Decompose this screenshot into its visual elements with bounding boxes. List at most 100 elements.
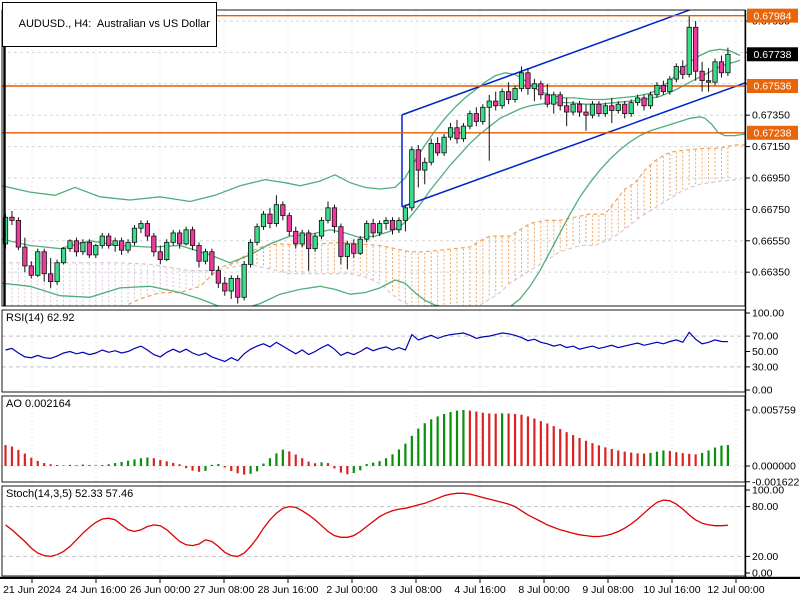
bull-candle [312,235,318,250]
bull-candle [364,223,370,240]
bear-candle [177,232,183,245]
bull-candle [589,103,596,116]
bull-candle [383,219,389,224]
bear-candle [525,72,531,89]
bear-candle [338,226,344,257]
bull-candle [131,227,138,243]
price-tick-label: 0.00 [752,568,773,580]
price-tick-label: 0.000000 [752,461,796,473]
bear-candle [576,103,583,113]
bull-candle [60,248,67,264]
stoch-line [5,492,728,558]
price-tick-label: -0.001622 [752,476,799,488]
bear-candle [693,26,699,72]
bull-candle [647,94,654,107]
current-price-badge [747,47,798,62]
bear-candle [389,219,396,231]
bear-candle [235,278,241,298]
price-badge-label: 0.67536 [754,81,792,93]
time-axis-label: 21 Jun 2024 [3,584,61,596]
bear-candle [306,232,312,250]
level-price-badge [747,8,798,23]
time-axis-label: 3 Jul 08:00 [390,584,442,596]
price-scale[interactable]: 0.679500.677500.675500.673500.671500.669… [745,8,799,580]
channel-upper-line[interactable] [401,10,691,116]
bull-candle [299,232,305,245]
price-tick-label: 100.00 [752,308,784,320]
bull-candle [112,240,118,246]
stoch-indicator-label: Stoch(14,3,5) 52.33 57.46 [6,488,134,500]
bear-candle [557,94,563,107]
bull-candle [273,204,280,224]
time-axis-label: 28 Jun 16:00 [258,584,319,596]
bull-candle [183,229,189,245]
bear-candle [106,235,112,246]
bear-candle [144,223,150,237]
bear-candle [473,113,479,122]
time-axis[interactable]: 21 Jun 2024 24 Jun 16:00 26 Jun 00:00 27 Ju… [3,579,765,596]
time-axis-label: 27 Jun 08:00 [194,584,255,596]
panel-borders [0,9,800,579]
bull-candle [499,91,505,107]
bear-candle [705,80,712,83]
bear-candle [22,246,28,267]
bull-candle [325,207,331,221]
price-tick-label: 0.67150 [752,141,790,153]
bull-candle [447,127,454,138]
bull-candle [318,219,325,237]
bear-candle [73,240,80,253]
bear-candle [293,230,299,245]
bollinger-lower-band [2,116,745,306]
bull-candle [54,262,60,282]
trend-channel[interactable] [401,10,745,208]
price-tick-label: 80.00 [752,501,778,513]
bull-candle [518,72,525,89]
candles [2,16,731,304]
price-tick-label: 0.00 [752,385,773,397]
bull-candle [531,83,538,89]
bollinger-middle-band [2,59,741,264]
bear-candle [286,215,292,232]
bear-candle [718,61,725,74]
price-tick-label: 20.00 [752,551,778,563]
bear-candle [189,229,196,246]
price-tick-label: 30.00 [752,361,778,373]
bull-candle [402,207,409,221]
bear-candle [505,91,512,100]
bear-candle [15,219,22,248]
bull-candle [35,251,41,276]
time-axis-label: 4 Jul 16:00 [454,584,506,596]
time-axis-label: 12 Jul 00:00 [707,584,764,596]
time-axis-label: 26 Jun 00:00 [130,584,191,596]
bull-candle [635,97,641,104]
bear-candle [370,223,376,234]
bear-candle [622,103,628,115]
bear-candle [680,66,686,75]
bear-candle [267,213,273,224]
ao-indicator-label: AO 0.002164 [6,398,71,410]
bull-candle [67,240,73,250]
bear-candle [151,235,157,253]
chart-title: AUDUSD., H4: Australian vs US Dollar [18,18,210,30]
bull-candle [667,78,673,93]
price-tick-label: 50.00 [752,346,778,358]
channel-lower-line[interactable] [401,82,745,208]
bull-candle [480,106,486,122]
bear-candle [215,270,221,284]
ichimoku-cloud [2,144,745,306]
level-price-badge [747,125,798,140]
level-price-badge [747,78,798,93]
time-axis-label: 8 Jul 00:00 [518,584,570,596]
price-tick-label: 0.66750 [752,204,790,216]
bear-candle [351,243,357,254]
bear-candle [660,84,667,93]
price-badge-label: 0.67738 [754,49,792,61]
rsi-line [5,331,728,363]
bear-candle [641,97,647,107]
bull-candle [467,113,473,127]
bear-candle [86,241,92,256]
bear-candle [196,245,202,262]
bear-candle [48,273,54,282]
price-tick-label: 0.66550 [752,235,790,247]
